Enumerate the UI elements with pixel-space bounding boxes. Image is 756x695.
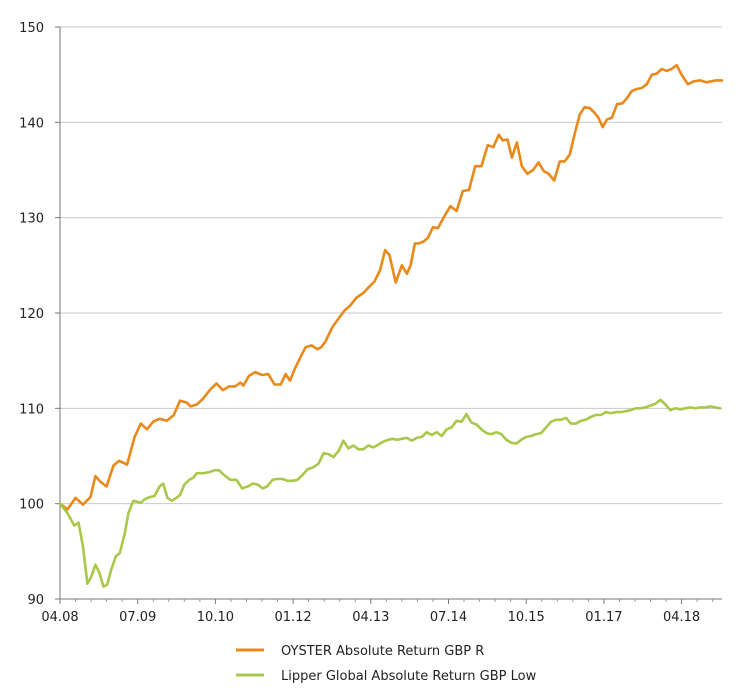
series-line-oyster — [58, 63, 724, 511]
x-tick-label: 01.17 — [585, 610, 622, 625]
y-tick-labels: 90 100 110 120 130 140 150 — [19, 21, 60, 608]
x-tick-label: 01.12 — [274, 610, 311, 625]
legend-item-oyster[interactable]: OYSTER Absolute Return GBP R — [236, 644, 484, 659]
y-tick-label: 120 — [19, 307, 44, 322]
gridlines — [60, 26, 722, 505]
legend[interactable]: OYSTER Absolute Return GBP R Lipper Glob… — [236, 644, 537, 684]
x-tick-labels: 04.08 07.09 10.10 01.12 04.13 07.14 10.15 01.17… — [41, 599, 714, 625]
y-tick-label: 150 — [19, 21, 44, 36]
y-tick-label: 100 — [19, 498, 44, 513]
y-tick-label: 110 — [19, 402, 44, 417]
x-tick-label: 07.14 — [430, 610, 467, 625]
x-tick-label: 04.08 — [41, 610, 78, 625]
y-tick-label: 140 — [19, 116, 44, 131]
series-lines — [58, 63, 724, 588]
x-tick-label: 07.09 — [119, 610, 156, 625]
x-tick-label: 10.10 — [197, 610, 234, 625]
x-tick-label: 04.13 — [352, 610, 389, 625]
series-line-lipper — [58, 398, 722, 588]
x-tick-label: 10.15 — [508, 610, 545, 625]
x-tick-label: 04.18 — [663, 610, 700, 625]
legend-item-lipper[interactable]: Lipper Global Absolute Return GBP Low — [236, 669, 537, 684]
y-tick-label: 130 — [19, 212, 44, 227]
y-tick-label: 90 — [27, 593, 44, 608]
legend-label-oyster: OYSTER Absolute Return GBP R — [281, 644, 484, 659]
legend-label-lipper: Lipper Global Absolute Return GBP Low — [281, 669, 537, 684]
